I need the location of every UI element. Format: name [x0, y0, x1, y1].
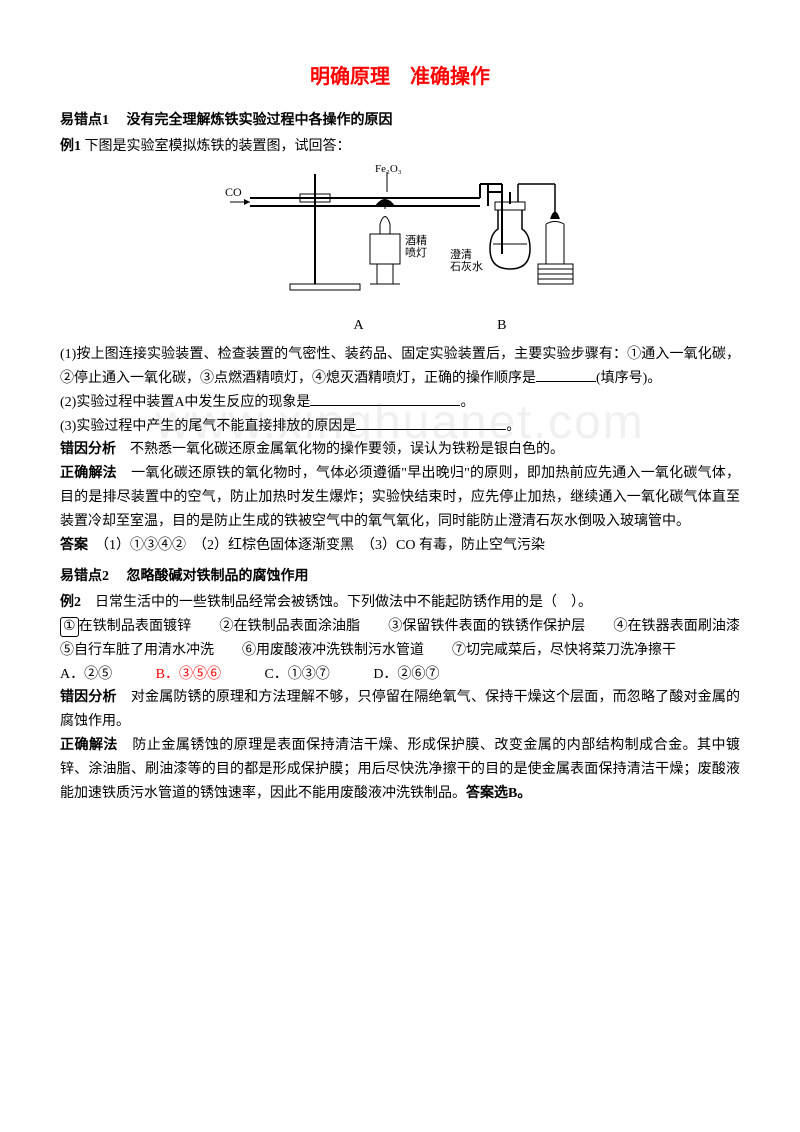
diagram-ab-labels: A B [60, 314, 740, 338]
label-a: A [354, 314, 364, 338]
experiment-diagram: CO Fe₂O₃ 酒精 喷灯 澄清 石灰水 [60, 164, 740, 313]
co-label: CO [225, 185, 242, 199]
svg-text:Fe₂O₃: Fe₂O₃ [375, 164, 402, 175]
svg-text:澄清: 澄清 [450, 247, 472, 261]
m1-error-analysis: 错因分析 不熟悉一氧化碳还原金属氧化物的操作要领，误认为铁粉是银白色的。 [60, 438, 740, 462]
example2-prompt: 例2 日常生活中的一些铁制品经常会被锈蚀。下列做法中不能起防锈作用的是（ ）。 [60, 591, 740, 615]
option-a: A．②⑤ [60, 663, 112, 687]
option-b: B．③⑤⑥ [156, 663, 221, 687]
m2-error-analysis: 错因分析 对金属防锈的原理和方法理解不够，只停留在隔绝氧气、保持干燥这个层面，而… [60, 686, 740, 734]
items-rest: 在铁制品表面镀锌 ②在铁制品表面涂油脂 ③保留铁件表面的铁锈作保护层 ④在铁器表… [60, 619, 768, 658]
m2-error-label: 错因分析 [60, 690, 117, 705]
example1-label: 例1 [60, 139, 81, 154]
mistake2-heading: 易错点2 忽略酸碱对铁制品的腐蚀作用 [60, 565, 740, 589]
q2-suffix: 。 [460, 395, 474, 410]
m2-error-text: 对金属防锈的原理和方法理解不够，只停留在隔绝氧气、保持干燥这个层面，而忽略了酸对… [60, 690, 740, 729]
q1-suffix: (填序号)。 [596, 371, 661, 386]
m1-correct: 正确解法 一氧化碳还原铁的氧化物时，气体必须遵循"早出晚归"的原则，即加热前应先… [60, 462, 740, 533]
m2-correct-text: 防止金属锈蚀的原理是表面保持清洁干燥、形成保护膜、改变金属的内部结构制成合金。其… [60, 738, 740, 801]
m2-answer-inline: 答案选B。 [466, 786, 531, 801]
m1-correct-text: 一氧化碳还原铁的氧化物时，气体必须遵循"早出晚归"的原则，即加热前应先通入一氧化… [60, 466, 740, 529]
m1-answer: 答案 （1）①③④② （2）红棕色固体逐渐变黑 （3）CO 有毒，防止空气污染 [60, 534, 740, 558]
example1-text: 下图是实验室模拟炼铁的装置图，试回答： [85, 139, 351, 154]
svg-text:石灰水: 石灰水 [450, 259, 483, 273]
svg-text:酒精: 酒精 [405, 234, 427, 247]
q2-text: (2)实验过程中装置A中发生反应的现象是 [60, 395, 310, 410]
q2: (2)实验过程中装置A中发生反应的现象是 。 [60, 391, 740, 415]
m2-correct: 正确解法 防止金属锈蚀的原理是表面保持清洁干燥、形成保护膜、改变金属的内部结构制… [60, 734, 740, 805]
m1-correct-label: 正确解法 [60, 466, 117, 481]
q3: (3)实验过程中产生的尾气不能直接排放的原因是 。 [60, 415, 740, 439]
m1-error-label: 错因分析 [60, 442, 116, 457]
svg-text:喷灯: 喷灯 [405, 246, 427, 259]
example2-options: A．②⑤ B．③⑤⑥ C．①③⑦ D．②⑥⑦ [60, 663, 740, 687]
m1-answer-label: 答案 [60, 538, 88, 553]
item1-circled: ① [60, 617, 79, 637]
page-title: 明确原理 准确操作 [60, 60, 740, 94]
q3-text: (3)实验过程中产生的尾气不能直接排放的原因是 [60, 419, 356, 434]
label-b: B [497, 314, 506, 338]
option-c: C．①③⑦ [264, 663, 329, 687]
example2-items: ①在铁制品表面镀锌 ②在铁制品表面涂油脂 ③保留铁件表面的铁锈作保护层 ④在铁器… [60, 615, 740, 663]
example1-prompt: 例1 下图是实验室模拟炼铁的装置图，试回答： [60, 135, 740, 159]
m1-error-text: 不熟悉一氧化碳还原金属氧化物的操作要领，误认为铁粉是银白色的。 [130, 442, 564, 457]
example2-label: 例2 [60, 595, 81, 610]
mistake1-heading: 易错点1 没有完全理解炼铁实验过程中各操作的原因 [60, 109, 740, 133]
option-d: D．②⑥⑦ [373, 663, 439, 687]
q1: (1)按上图连接实验装置、检查装置的气密性、装药品、固定实验装置后，主要实验步骤… [60, 343, 740, 391]
example2-text: 日常生活中的一些铁制品经常会被锈蚀。下列做法中不能起防锈作用的是（ ）。 [95, 595, 592, 610]
m1-answer-text: （1）①③④② （2）红棕色固体逐渐变黑 （3）CO 有毒，防止空气污染 [102, 538, 545, 553]
q3-suffix: 。 [506, 419, 520, 434]
m2-correct-label: 正确解法 [60, 738, 118, 753]
